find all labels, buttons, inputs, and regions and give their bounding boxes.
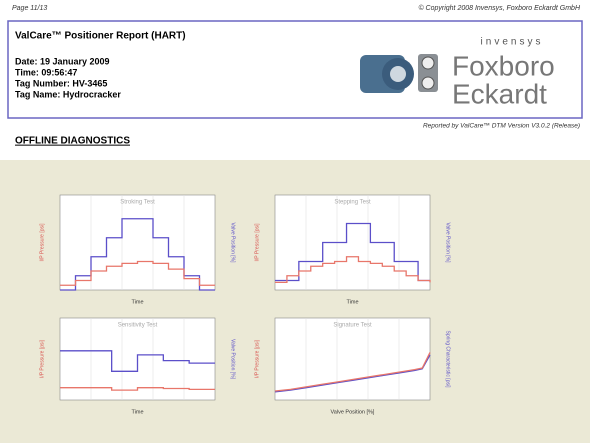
x-axis-label: Time	[346, 299, 358, 305]
chart-title: Stroking Test	[120, 200, 155, 206]
info-line: Tag Name: Hydrocracker	[15, 89, 121, 99]
x-axis-label: Time	[131, 299, 143, 305]
section-title: OFFLINE DIAGNOSTICS	[15, 136, 130, 147]
series-line	[60, 387, 215, 391]
series-line	[274, 352, 431, 392]
copyright: © Copyright 2008 Invensys, Foxboro Eckar…	[418, 4, 581, 12]
y-axis-label: I/P Pressure [psi]	[39, 223, 45, 262]
plot-area	[274, 194, 431, 291]
reported-by: Reported by ValCare™ DTM Version V3.0.2 …	[423, 123, 580, 130]
brand-small: invensys	[481, 37, 544, 48]
series-line	[275, 256, 431, 284]
y2-axis-label: Valve Position [%]	[230, 339, 236, 380]
report-title: ValCare™ Positioner Report (HART)	[15, 31, 186, 42]
page-number: Page 11/13	[12, 5, 47, 12]
y-axis-label: I/P Pressure [psi]	[254, 223, 260, 262]
device-image	[360, 54, 438, 93]
plot-area	[59, 194, 216, 291]
series-line	[60, 260, 215, 286]
series-line	[275, 222, 430, 282]
chart-title: Stepping Test	[334, 200, 371, 206]
x-axis-label: Time	[131, 409, 143, 415]
info-line: Tag Number: HV-3465	[15, 78, 107, 88]
x-axis-label: Valve Position [%]	[331, 409, 375, 415]
y-axis-label: I/P Pressure [psi]	[254, 339, 260, 378]
series-line	[274, 354, 431, 393]
y2-axis-label: Valve Position [%]	[230, 223, 236, 264]
series-line	[60, 350, 215, 372]
chart-title: Sensitivity Test	[118, 323, 158, 329]
y2-axis-label: Spring Characteristic [psi]	[445, 331, 451, 389]
report-box	[7, 20, 583, 119]
info-line: Time: 09:56:47	[15, 67, 77, 77]
y-axis-label: I/P Pressure [psi]	[39, 339, 45, 378]
info-line: Date: 19 January 2009	[15, 56, 110, 66]
y2-axis-label: Valve Position [%]	[445, 223, 451, 264]
brand-name: Eckardt	[452, 78, 547, 109]
brand-name: Foxboro	[452, 50, 555, 81]
plot-area	[274, 317, 431, 401]
chart-title: Signature Test	[333, 323, 372, 329]
